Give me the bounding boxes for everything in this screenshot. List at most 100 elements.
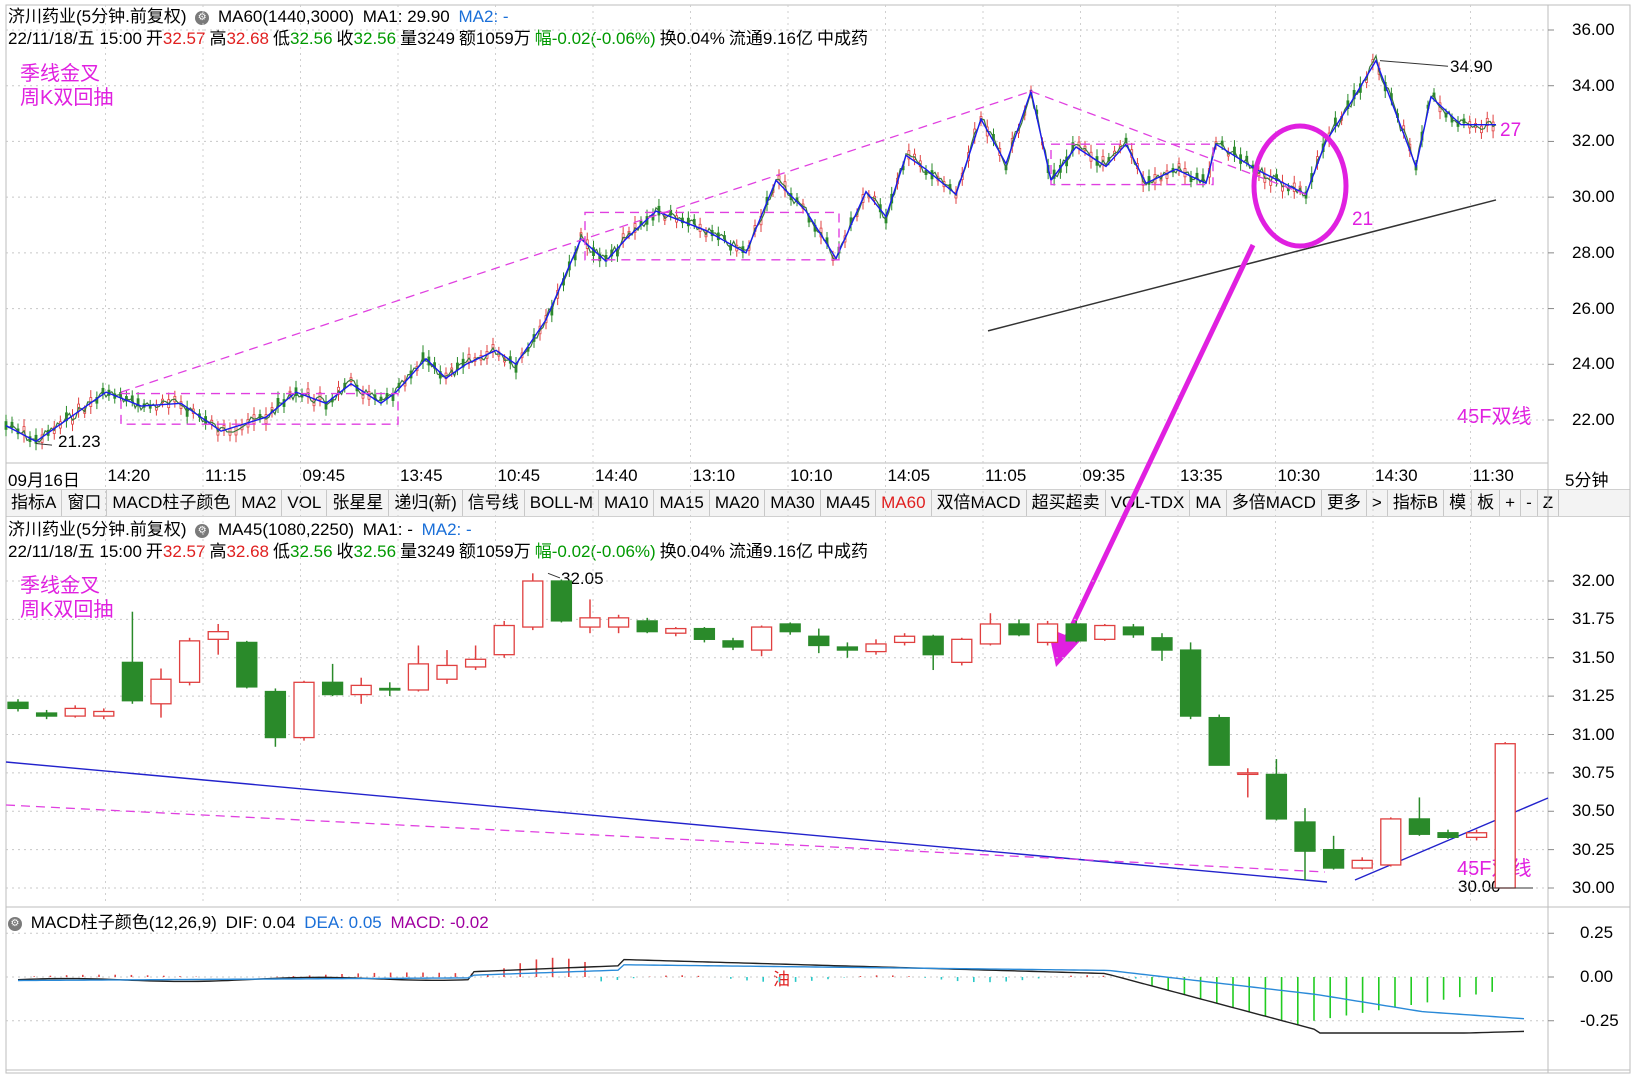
open-label: 开 — [145, 29, 163, 48]
tab-12[interactable]: MA30 — [765, 490, 821, 516]
period-label[interactable]: 5分钟 — [1565, 471, 1609, 490]
mid-high-pointer — [547, 572, 561, 579]
mid-candle-body — [150, 678, 172, 705]
mid-high-value: 32.68 — [226, 542, 269, 561]
top-y-tick-label: 34.00 — [1572, 75, 1615, 95]
tab-14[interactable]: MA60 — [876, 490, 932, 516]
mid-candle-body — [379, 687, 401, 691]
mid-candle-body — [93, 710, 115, 717]
mid-low-mark: 30.00 — [1458, 877, 1501, 896]
tab-13[interactable]: MA45 — [821, 490, 877, 516]
tab-5[interactable]: 张星星 — [327, 490, 390, 516]
low-value: 32.56 — [290, 29, 333, 48]
time-label: 14:40 — [595, 466, 638, 485]
top-y-tick-label: 36.00 — [1572, 20, 1615, 39]
tab-6[interactable]: 递归(新) — [389, 490, 463, 516]
low-label: 低 — [273, 29, 290, 48]
mid-sector-value: 中成药 — [816, 542, 868, 561]
tab-0[interactable]: 指标A — [6, 490, 63, 516]
macd-y-tick-label: -0.25 — [1580, 1010, 1619, 1030]
mid-candle-body — [1294, 821, 1316, 852]
tab-8[interactable]: BOLL-M — [525, 490, 600, 516]
low-mark-pointer — [35, 442, 53, 446]
top-title-bar: 济川药业(5分钟.前复权) ⚙ MA60(1440,3000) MA1: 29.… — [8, 6, 513, 28]
mid-candle-body — [1008, 623, 1030, 636]
mid-candle-body — [1322, 848, 1345, 869]
time-label: 09:45 — [302, 466, 346, 485]
mid-candle-body — [1380, 818, 1402, 866]
tab-11[interactable]: MA20 — [710, 490, 766, 516]
gear-icon[interactable]: ⚙ — [8, 916, 22, 931]
tab-20[interactable]: 更多 — [1322, 490, 1367, 516]
mid-candle-body — [1494, 743, 1516, 889]
mid-candle-body — [1036, 623, 1059, 644]
mid-candle-body — [207, 631, 229, 640]
dea-value: DEA: 0.05 — [304, 913, 382, 932]
tab-21[interactable]: > — [1367, 490, 1388, 516]
time-label: 10:10 — [790, 466, 833, 485]
tab-25[interactable]: + — [1500, 490, 1522, 516]
mid-indicator-name[interactable]: MA45(1080,2250) — [217, 520, 355, 539]
mid-note-2: 周K双回抽 — [20, 599, 114, 621]
mid-candle-body — [1351, 859, 1373, 869]
ma1-dashed-line — [5, 804, 1326, 873]
mid-close-label: 收 — [336, 542, 354, 561]
mid-candle-body — [579, 617, 601, 628]
quote-date: 22/11/18/五 15:00 — [8, 29, 142, 48]
mid-candle-body — [1437, 832, 1459, 838]
mid-candle-body — [7, 701, 29, 710]
mid-ma2-value: MA2: - — [421, 520, 472, 539]
mid-y-tick-label: 32.00 — [1572, 571, 1615, 590]
macd-title[interactable]: MACD柱子颜色(12,26,9) — [30, 913, 217, 932]
tab-2[interactable]: MACD柱子颜色 — [107, 490, 237, 516]
mid-float-value: 流通9.16亿 — [728, 542, 813, 561]
tab-1[interactable]: 窗口 — [62, 490, 108, 516]
gear-icon[interactable]: ⚙ — [195, 10, 210, 25]
tab-3[interactable]: MA2 — [236, 490, 283, 516]
time-label: 13:35 — [1180, 466, 1223, 485]
indicator-name[interactable]: MA60(1440,3000) — [217, 7, 355, 26]
mid-candle-body — [750, 626, 773, 651]
tab-22[interactable]: 指标B — [1388, 490, 1445, 516]
consolidation-box — [584, 211, 840, 261]
mid-candle-body — [1122, 626, 1145, 636]
tab-16[interactable]: 超买超卖 — [1027, 490, 1106, 516]
tab-26[interactable]: - — [1521, 490, 1538, 516]
circle-label-21: 21 — [1352, 209, 1374, 230]
tab-4[interactable]: VOL — [282, 490, 328, 516]
time-label: 13:10 — [692, 466, 736, 485]
mid-candle-body — [636, 620, 658, 633]
dashed-trendline — [120, 90, 1032, 393]
dashed-trendline — [1030, 90, 1307, 195]
consolidation-box — [1050, 143, 1214, 186]
mid-candle-body — [1237, 772, 1259, 776]
tab-9[interactable]: MA10 — [599, 490, 655, 516]
ma1-value: MA1: 29.90 — [362, 7, 450, 26]
consolidation-box — [120, 392, 399, 425]
zigzag-line — [5, 59, 1496, 443]
mid-candle-body — [264, 690, 287, 739]
time-label: 09:35 — [1082, 466, 1126, 485]
mid-candle-body — [293, 681, 315, 739]
tab-19[interactable]: 多倍MACD — [1227, 490, 1322, 516]
time-label: 09月16日 — [8, 471, 80, 490]
tab-15[interactable]: 双倍MACD — [932, 490, 1027, 516]
mid-open-label: 开 — [145, 542, 163, 561]
tab-10[interactable]: MA15 — [654, 490, 710, 516]
tab-18[interactable]: MA — [1190, 490, 1227, 516]
top-quote-bar: 22/11/18/五 15:00 开32.57 高32.68 低32.56 收32.56… — [8, 28, 872, 50]
mid-candle-body — [178, 640, 201, 683]
tab-24[interactable]: 板 — [1472, 490, 1501, 516]
amount-value: 额1059万 — [458, 29, 531, 48]
mid-candle-body — [522, 580, 544, 628]
volume-value: 量3249 — [400, 29, 455, 48]
gear-icon[interactable]: ⚙ — [195, 523, 210, 538]
tab-23[interactable]: 模 — [1444, 490, 1473, 516]
tab-7[interactable]: 信号线 — [463, 490, 525, 516]
top-note-1: 季线金叉 — [20, 63, 100, 85]
mid-change-value: 幅-0.02(-0.06%) — [534, 542, 656, 561]
label-27: 27 — [1500, 120, 1522, 141]
ma2-value: MA2: - — [458, 7, 509, 26]
